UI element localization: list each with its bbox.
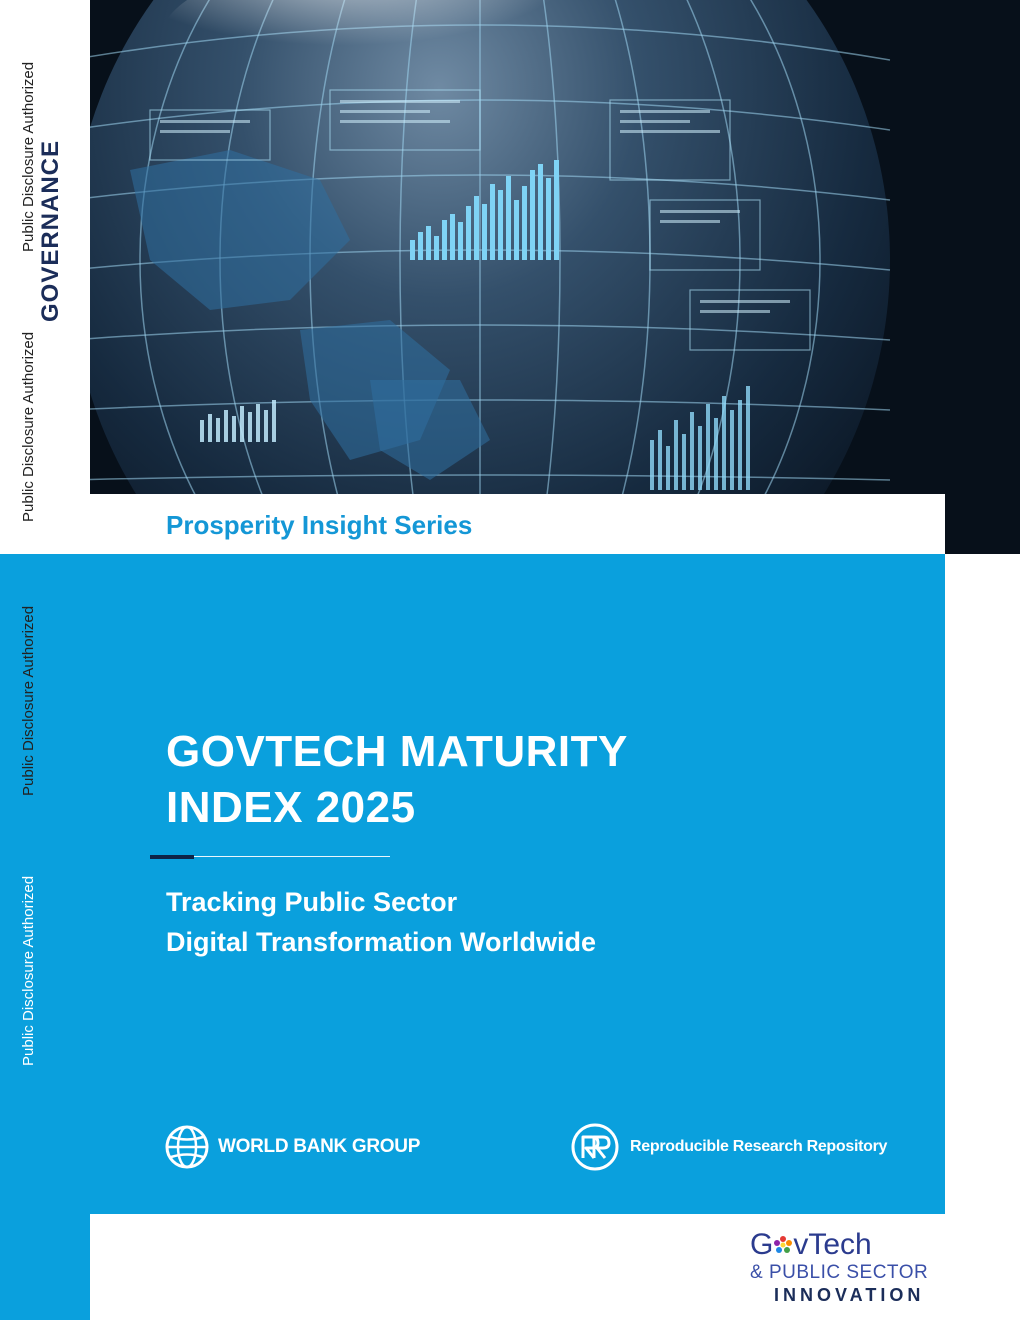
govtech-flower-icon <box>774 1236 793 1253</box>
series-band: Prosperity Insight Series <box>90 494 945 554</box>
digital-globe-illustration <box>90 0 1020 554</box>
globe-icon <box>165 1125 209 1169</box>
series-name: Prosperity Insight Series <box>166 510 473 540</box>
reproducible-research-repository-logo: Reproducible Research Repository <box>570 1122 887 1172</box>
govtech-logo: G vTech & PUBLIC SECTOR INNOVATION <box>750 1228 950 1306</box>
disclosure-label: Public Disclosure Authorized <box>20 331 37 522</box>
disclosure-label: Public Disclosure Authorized <box>20 875 37 1066</box>
cover-title-panel: GOVTECH MATURITY INDEX 2025 Tracking Pub… <box>90 554 945 1214</box>
govtech-line-innovation: INNOVATION <box>774 1285 925 1305</box>
govtech-line-public-sector: & PUBLIC SECTOR <box>750 1262 929 1283</box>
disclosure-label: Public Disclosure Authorized <box>20 61 37 252</box>
rrr-logo-icon <box>571 1123 619 1171</box>
govtech-word-prefix: G <box>750 1228 774 1261</box>
spine-blue-band <box>0 554 90 1320</box>
category-label: GOVERNANCE <box>37 139 64 322</box>
report-title-line: INDEX 2025 <box>166 783 416 832</box>
hero-globe-image <box>90 0 1020 554</box>
title-divider <box>150 856 390 857</box>
report-subtitle: Tracking Public Sector Digital Transform… <box>166 882 866 962</box>
world-bank-group-logo: WORLD BANK GROUP <box>164 1124 420 1170</box>
govtech-wordmark: G vTech <box>750 1228 950 1262</box>
govtech-word-suffix: vTech <box>793 1228 872 1261</box>
report-subtitle-line: Tracking Public Sector <box>166 887 458 917</box>
report-subtitle-line: Digital Transformation Worldwide <box>166 927 597 957</box>
title-divider-accent <box>150 855 194 859</box>
world-bank-group-text: WORLD BANK GROUP <box>218 1136 421 1157</box>
report-title: GOVTECH MATURITY INDEX 2025 <box>166 724 866 836</box>
disclosure-label: Public Disclosure Authorized <box>20 605 37 796</box>
repository-text: Reproducible Research Repository <box>630 1138 888 1155</box>
report-title-line: GOVTECH MATURITY <box>166 727 628 776</box>
